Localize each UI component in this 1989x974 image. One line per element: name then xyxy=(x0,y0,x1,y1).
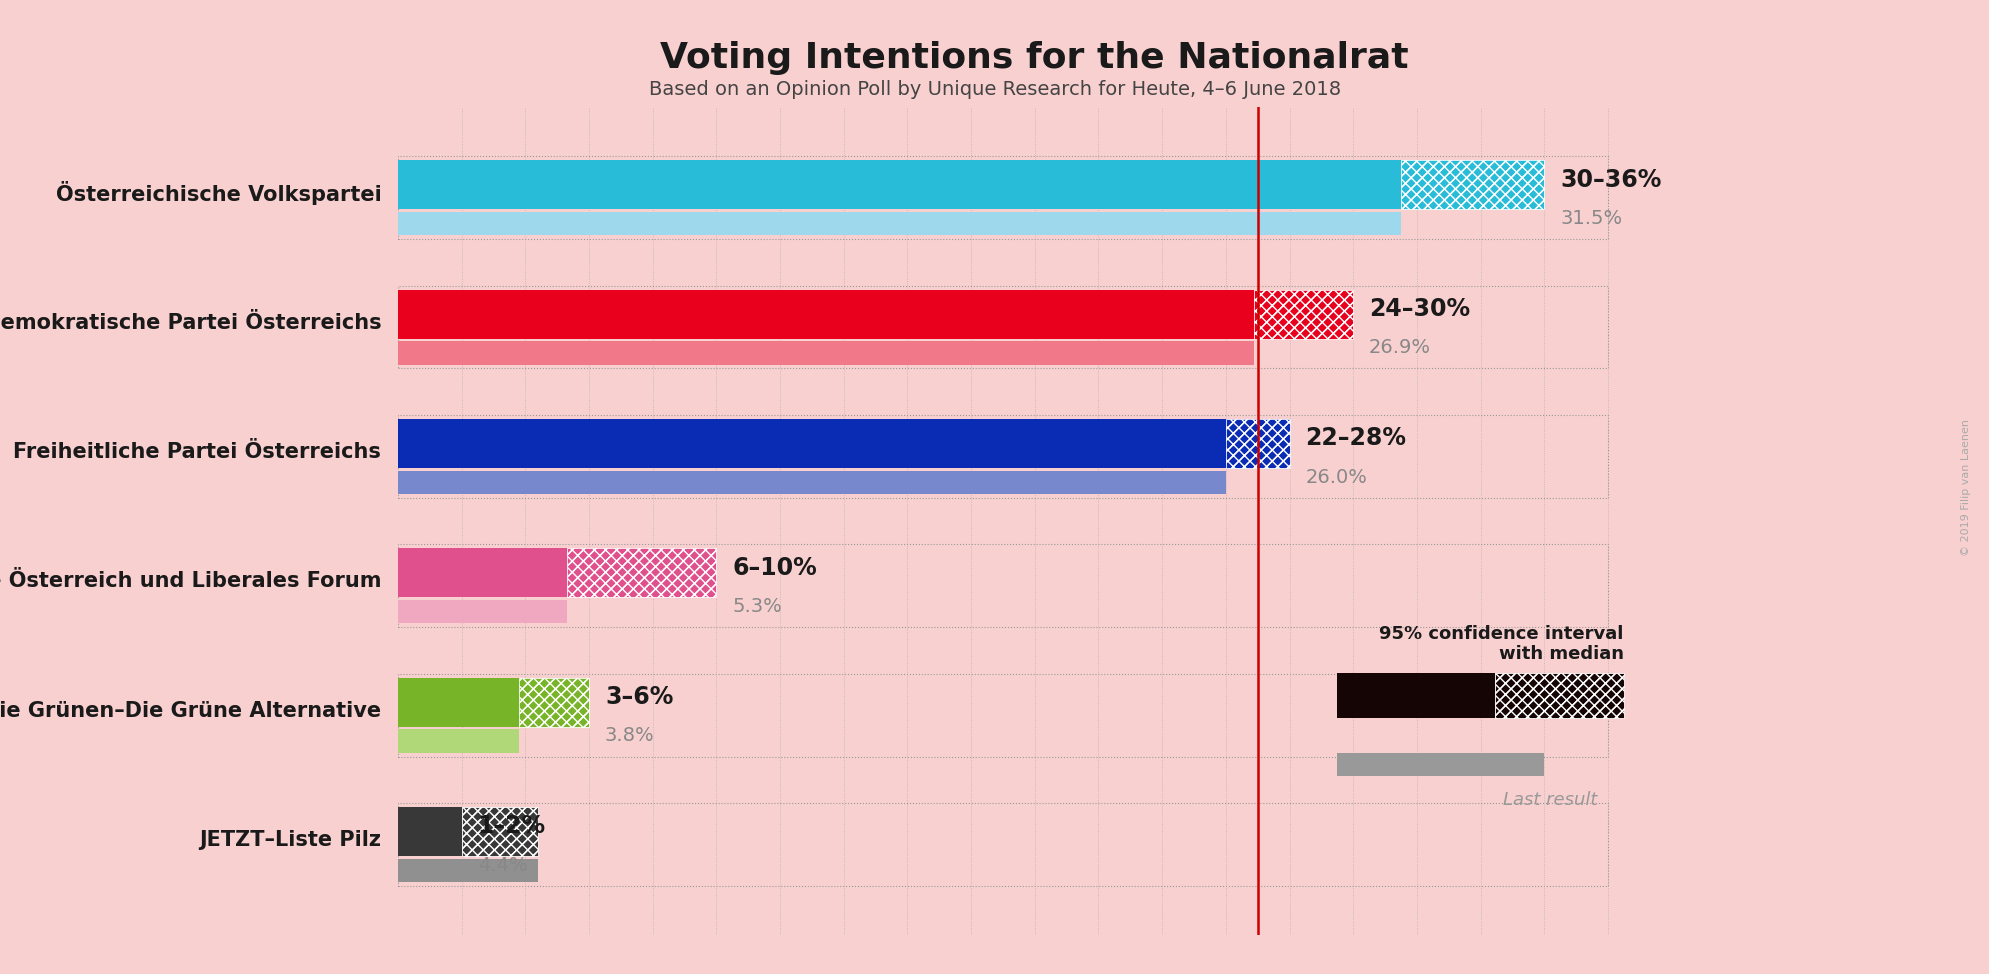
Bar xyxy=(1253,289,1353,339)
Text: 26.9%: 26.9% xyxy=(1368,338,1430,357)
Bar xyxy=(398,156,1607,239)
Text: 22–28%: 22–28% xyxy=(1305,427,1406,450)
Bar xyxy=(398,285,1607,368)
Bar xyxy=(1337,673,1494,719)
Text: © 2019 Filip van Laenen: © 2019 Filip van Laenen xyxy=(1959,419,1971,555)
Bar xyxy=(398,600,567,623)
Bar xyxy=(398,678,589,727)
Bar xyxy=(1494,673,1623,719)
Bar xyxy=(1225,419,1289,468)
Text: 4.4%: 4.4% xyxy=(477,856,527,875)
Bar xyxy=(398,415,1607,498)
Bar xyxy=(398,470,1225,494)
Bar xyxy=(398,419,1289,468)
Bar xyxy=(1400,160,1543,209)
Text: 95% confidence interval
with median: 95% confidence interval with median xyxy=(1378,624,1623,663)
Title: Voting Intentions for the Nationalrat: Voting Intentions for the Nationalrat xyxy=(660,41,1408,75)
Bar xyxy=(398,807,461,856)
Text: 31.5%: 31.5% xyxy=(1559,208,1621,228)
Bar xyxy=(567,548,716,597)
Text: 6–10%: 6–10% xyxy=(732,555,817,580)
Bar xyxy=(398,804,1607,886)
Bar xyxy=(398,544,1607,627)
Bar xyxy=(398,674,1607,757)
Bar xyxy=(398,160,1543,209)
Bar xyxy=(1400,160,1543,209)
Text: 24–30%: 24–30% xyxy=(1368,297,1470,321)
Text: 3.8%: 3.8% xyxy=(605,727,654,745)
Bar xyxy=(1225,419,1289,468)
Text: 30–36%: 30–36% xyxy=(1559,168,1661,192)
Bar xyxy=(567,548,716,597)
Bar xyxy=(461,807,537,856)
Bar xyxy=(398,859,537,882)
Bar xyxy=(1494,673,1623,719)
Bar xyxy=(398,341,1253,364)
Bar xyxy=(1337,753,1543,776)
Text: Last result: Last result xyxy=(1502,792,1597,809)
Bar xyxy=(519,678,589,727)
Text: 26.0%: 26.0% xyxy=(1305,468,1366,487)
Text: 5.3%: 5.3% xyxy=(732,597,782,616)
Bar xyxy=(398,730,519,753)
Text: 1–2%: 1–2% xyxy=(477,814,545,839)
Bar xyxy=(1253,289,1353,339)
Text: 3–6%: 3–6% xyxy=(605,685,672,709)
Bar xyxy=(519,678,589,727)
Bar xyxy=(398,548,716,597)
Bar xyxy=(398,212,1400,235)
Text: Based on an Opinion Poll by Unique Research for Heute, 4–6 June 2018: Based on an Opinion Poll by Unique Resea… xyxy=(648,80,1341,99)
Bar xyxy=(461,807,537,856)
Bar xyxy=(398,289,1353,339)
